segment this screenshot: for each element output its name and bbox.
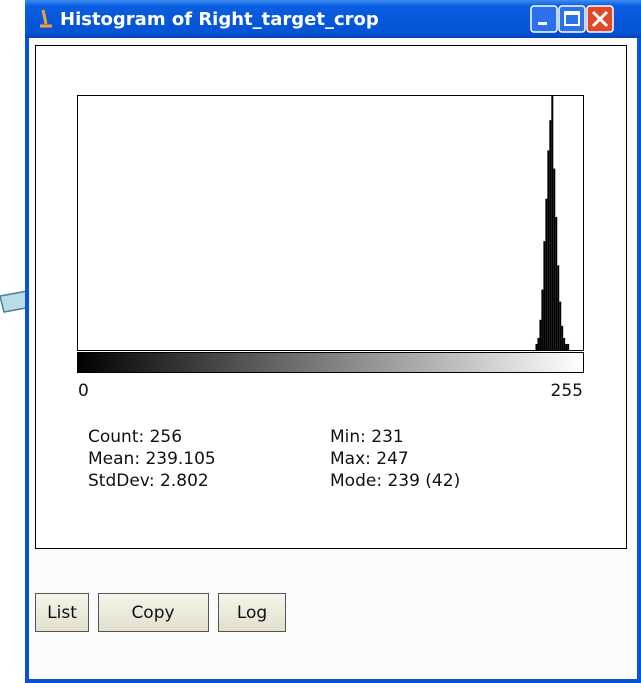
bar: [545, 198, 548, 350]
bar: [549, 120, 552, 350]
bar: [551, 96, 554, 350]
stat: Mean: 239.105: [88, 449, 216, 469]
minimize-button[interactable]: [530, 5, 558, 33]
button-label: Log: [237, 603, 267, 623]
stat: Mode: 239 (42): [330, 471, 460, 491]
log-button[interactable]: Log: [218, 593, 286, 632]
bar: [561, 325, 564, 350]
bar: [539, 319, 542, 350]
window-title: Histogram of Right_target_crop: [60, 9, 379, 30]
list-button[interactable]: List: [35, 593, 89, 632]
bar: [565, 343, 568, 350]
lut-bar: [77, 352, 584, 373]
bar: [553, 168, 556, 350]
app-icon: [40, 9, 52, 28]
bar: [555, 216, 558, 350]
stat: Max: 247: [330, 449, 409, 469]
bar: [559, 301, 562, 350]
stat: StdDev: 2.802: [88, 471, 209, 491]
bar: [557, 265, 560, 350]
maximize-button[interactable]: [558, 5, 586, 33]
button-label: Copy: [131, 603, 174, 623]
close-button[interactable]: [586, 5, 614, 33]
x-tick-label: 255: [551, 381, 583, 401]
button-label: List: [47, 603, 77, 623]
bar: [541, 289, 544, 350]
copy-button[interactable]: Copy: [98, 593, 209, 632]
bar: [547, 150, 550, 350]
bar: [543, 241, 546, 350]
bar: [563, 337, 566, 350]
bar: [567, 343, 570, 350]
bar: [535, 343, 538, 350]
plot-frame: [77, 95, 584, 351]
x-tick-label: 0: [78, 381, 89, 401]
stat: Min: 231: [330, 427, 404, 447]
bar: [537, 337, 540, 350]
stat: Count: 256: [88, 427, 182, 447]
